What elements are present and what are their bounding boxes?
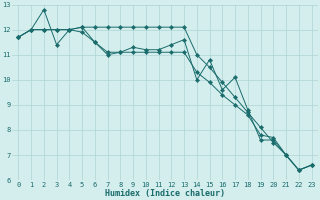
X-axis label: Humidex (Indice chaleur): Humidex (Indice chaleur) xyxy=(105,189,225,198)
